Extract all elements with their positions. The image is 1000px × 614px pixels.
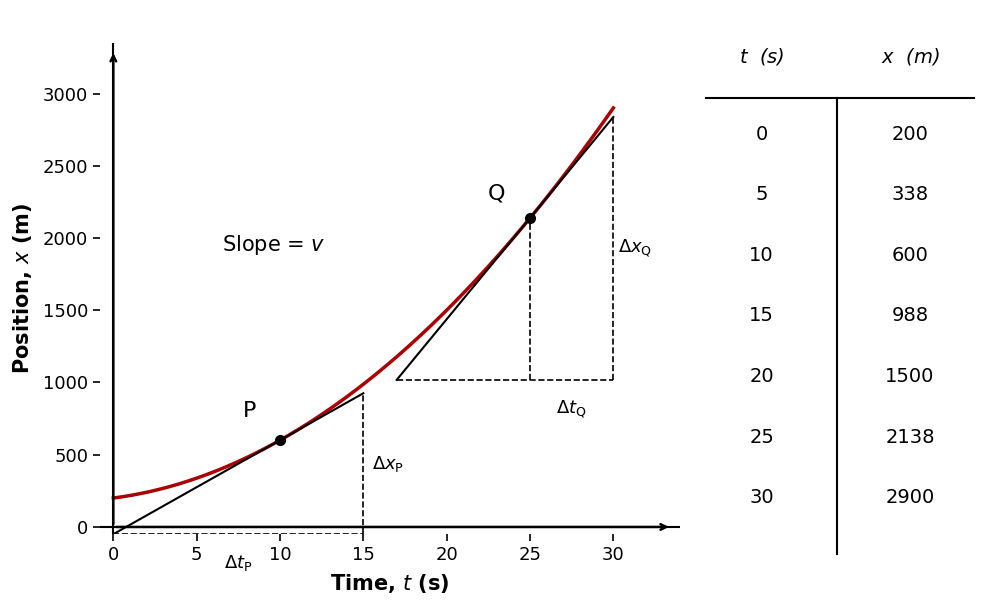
Text: 338: 338 bbox=[891, 185, 929, 204]
Text: 15: 15 bbox=[749, 306, 774, 325]
X-axis label: Time, $t$ (s): Time, $t$ (s) bbox=[330, 572, 450, 596]
Text: 600: 600 bbox=[892, 246, 928, 265]
Text: $\Delta t_\mathrm{Q}$: $\Delta t_\mathrm{Q}$ bbox=[556, 398, 587, 421]
Text: $x$  (m): $x$ (m) bbox=[881, 46, 939, 67]
Text: 0: 0 bbox=[755, 125, 768, 144]
Text: 1500: 1500 bbox=[885, 367, 935, 386]
Text: $\Delta x_\mathrm{Q}$: $\Delta x_\mathrm{Q}$ bbox=[618, 238, 653, 259]
Text: 25: 25 bbox=[749, 428, 774, 446]
Text: 20: 20 bbox=[749, 367, 774, 386]
Text: P: P bbox=[243, 402, 257, 421]
Y-axis label: Position, $x$ (m): Position, $x$ (m) bbox=[11, 203, 34, 375]
Text: 2900: 2900 bbox=[885, 488, 935, 507]
Text: 10: 10 bbox=[749, 246, 774, 265]
Text: Slope = $v$: Slope = $v$ bbox=[222, 233, 325, 257]
Text: $\Delta t_\mathrm{P}$: $\Delta t_\mathrm{P}$ bbox=[224, 553, 253, 573]
Text: 200: 200 bbox=[892, 125, 928, 144]
Text: 988: 988 bbox=[891, 306, 929, 325]
Text: $t$  (s): $t$ (s) bbox=[739, 46, 784, 67]
Text: 2138: 2138 bbox=[885, 428, 935, 446]
Text: Q: Q bbox=[488, 184, 505, 204]
Text: 30: 30 bbox=[749, 488, 774, 507]
Text: $\Delta x_\mathrm{P}$: $\Delta x_\mathrm{P}$ bbox=[372, 454, 404, 474]
Text: 5: 5 bbox=[755, 185, 768, 204]
